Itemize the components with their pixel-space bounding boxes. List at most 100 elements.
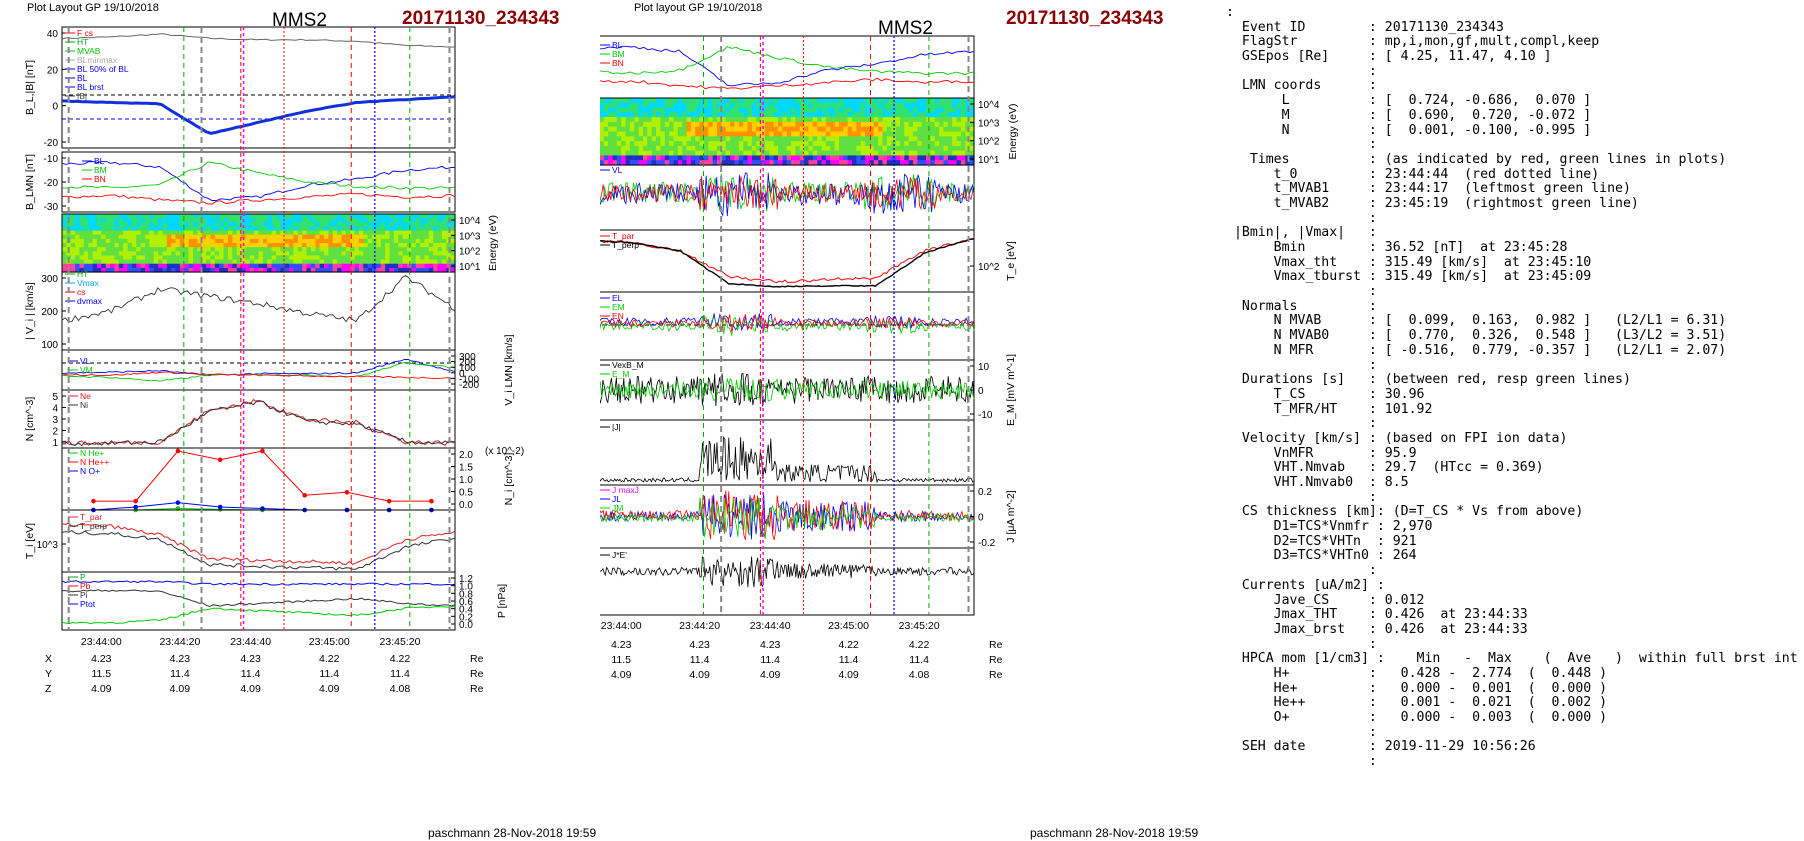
panel-vilmn-frame <box>61 349 456 391</box>
spectrogram-cell <box>839 160 844 166</box>
spectrogram-cell <box>284 230 290 236</box>
legend-label: T_par <box>80 512 102 522</box>
spectrogram-cell <box>669 98 675 104</box>
vexb-m-line <box>600 372 975 407</box>
panel-blmn-frame <box>61 151 456 213</box>
spectrogram-cell <box>319 238 325 244</box>
spectrogram-cell <box>328 243 334 248</box>
spectrogram-cell <box>656 131 661 137</box>
spectrogram-cell <box>743 141 749 147</box>
spectrogram-cell <box>817 126 823 133</box>
spectrogram-cell <box>786 131 792 137</box>
spectrogram-cell <box>947 126 953 133</box>
spectrogram-cell <box>612 160 618 166</box>
spectrogram-cell <box>690 126 696 133</box>
spectrogram-cell <box>704 145 709 152</box>
spectrogram-cell <box>166 263 172 269</box>
spectrogram-cell <box>267 263 273 269</box>
spectrogram-cell <box>411 263 417 269</box>
spectrogram-cell <box>730 117 736 123</box>
spectrogram-cell <box>214 247 220 252</box>
spectrogram-cell <box>437 238 443 244</box>
spectrogram-cell <box>738 102 744 109</box>
spectrogram-cell <box>197 251 203 256</box>
spectrogram-cell <box>943 150 949 156</box>
spectrogram-cell <box>424 243 430 248</box>
spectrogram-cell <box>913 131 918 137</box>
spectrogram-cell <box>708 121 714 128</box>
spectrogram-cell <box>860 112 866 118</box>
position-value: 4.22 <box>838 639 859 651</box>
spectrogram-cell <box>764 145 770 152</box>
spectrogram-cell <box>743 102 749 109</box>
spectrogram-cell <box>420 243 426 248</box>
spectrogram-cell <box>179 263 185 269</box>
spectrogram-cell <box>638 126 644 133</box>
spectrogram-cell <box>75 243 81 248</box>
spectrogram-cell <box>145 259 150 265</box>
spectrogram-cell <box>647 155 653 161</box>
spectrogram-cell <box>136 263 142 269</box>
spectrogram-cell <box>926 102 932 109</box>
spectrogram-cell <box>118 230 124 236</box>
spectrogram-cell <box>179 226 185 232</box>
spectrogram-cell <box>625 117 631 123</box>
spectrogram-cell <box>621 121 627 128</box>
spectrogram-cell <box>96 243 102 248</box>
spectrogram-cell <box>158 247 164 252</box>
spectrogram-cell <box>297 263 303 269</box>
spectrogram-cell <box>664 141 670 147</box>
spectrogram-cell <box>608 160 614 166</box>
spectrogram-cell <box>743 112 749 118</box>
spectrogram-cell <box>660 131 666 137</box>
spectrogram-cell <box>324 247 329 252</box>
spectrogram-cell <box>960 136 966 142</box>
spectrogram-cell <box>123 238 129 244</box>
spectrogram-cell <box>363 251 369 256</box>
spectrogram-cell <box>621 136 627 142</box>
spectrogram-cell <box>276 234 281 240</box>
spectrogram-cell <box>769 112 775 118</box>
legend-label: Vmax <box>77 278 99 288</box>
spectrogram-cell <box>743 155 749 161</box>
spectrogram-cell <box>110 218 115 223</box>
spectrogram-cell <box>869 160 875 166</box>
spectrogram-cell <box>856 150 862 156</box>
spectrogram-cell <box>450 226 456 232</box>
spectrogram-cell <box>664 117 670 123</box>
spectrogram-cell <box>843 136 849 142</box>
spectrogram-cell <box>184 238 190 244</box>
spectrogram-cell <box>249 251 255 256</box>
spectrogram-cell <box>297 255 303 261</box>
spectrogram-cell <box>664 126 670 133</box>
spectrogram-cell <box>804 150 810 156</box>
spectrogram-cell <box>289 222 295 227</box>
spectrogram-cell <box>756 136 762 142</box>
spectrogram-cell <box>756 141 762 147</box>
spectrogram-cell <box>249 230 255 236</box>
spectrogram-cell <box>201 259 207 265</box>
spectrogram-cell <box>682 112 688 118</box>
spectrogram-cell <box>319 234 325 240</box>
spectrogram-cell <box>280 238 286 244</box>
spectrogram-cell <box>725 131 731 137</box>
spectrogram-cell <box>839 126 844 133</box>
spectrogram-cell <box>193 234 198 240</box>
spectrogram-cell <box>372 267 377 273</box>
spectrogram-cell <box>105 222 111 227</box>
spectrogram-cell <box>638 102 644 109</box>
spectrogram-cell <box>206 243 212 248</box>
spectrogram-cell <box>721 117 727 123</box>
spectrogram-cell <box>171 251 177 256</box>
spectrogram-cell <box>734 141 740 147</box>
spectrogram-cell <box>791 98 797 104</box>
spectrogram-cell <box>171 255 177 261</box>
spectrogram-cell <box>232 243 238 248</box>
spectrogram-cell <box>699 150 705 156</box>
spectrogram-cell <box>690 117 696 123</box>
y-tick-label: 300 <box>459 352 476 363</box>
spectrogram-cell <box>223 259 229 265</box>
spectrogram-cell <box>843 160 849 166</box>
spectrogram-cell <box>751 155 757 161</box>
spectrogram-cell <box>647 112 653 118</box>
